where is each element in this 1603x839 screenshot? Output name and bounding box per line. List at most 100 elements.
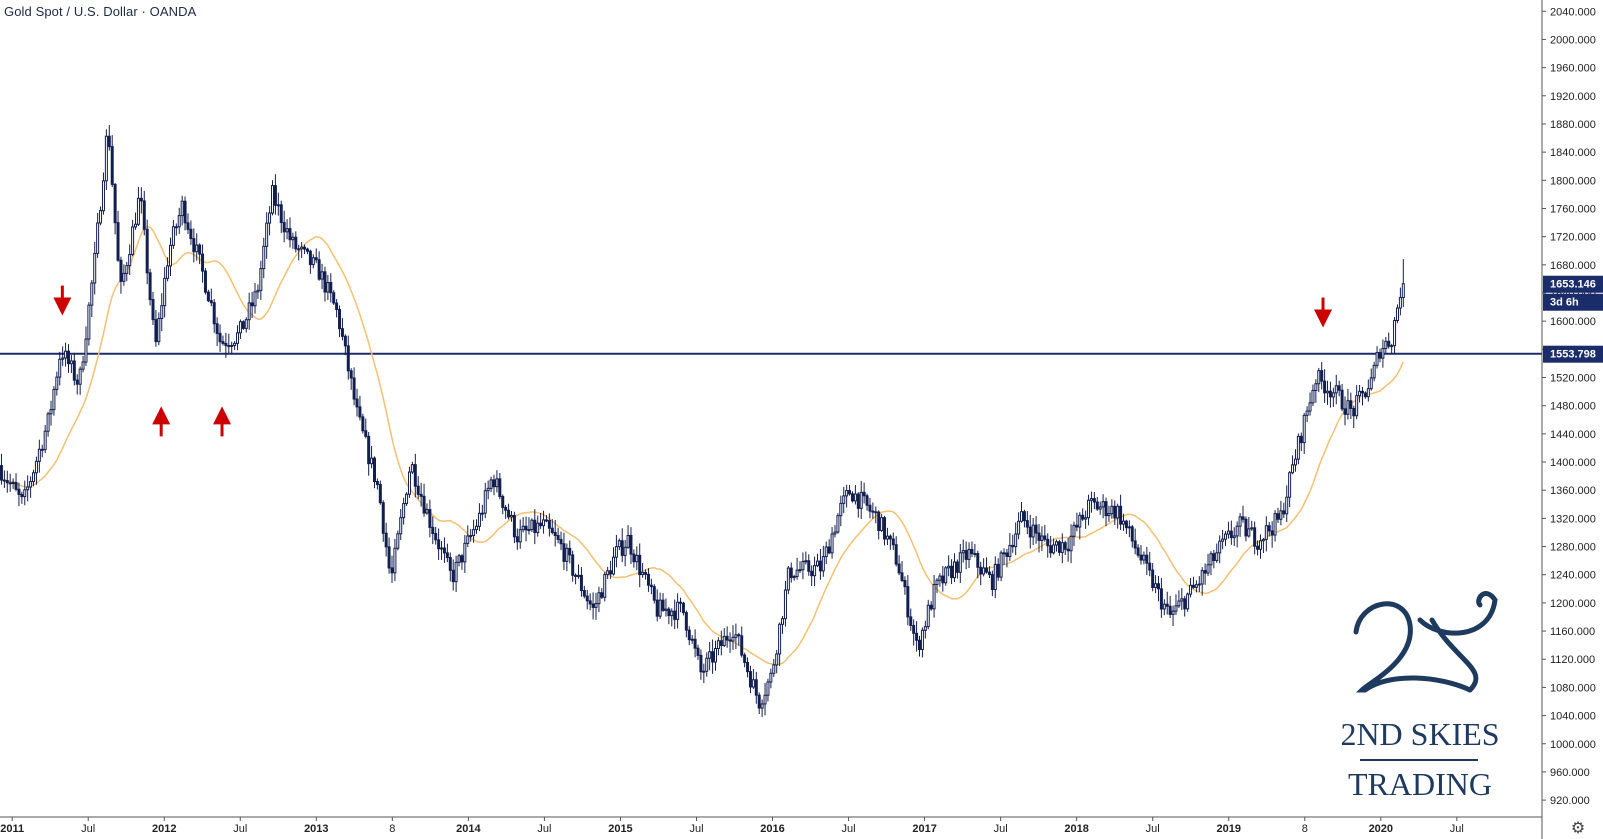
candle-body-up (34, 460, 38, 474)
candle-body-down (848, 490, 852, 495)
y-tick-label: 1360.000 (1550, 485, 1596, 497)
candle (1107, 505, 1111, 522)
candle (1075, 512, 1079, 532)
candle-body-down (227, 345, 231, 348)
candle (1282, 502, 1286, 518)
candle-body-up (291, 236, 295, 241)
candle-body-down (332, 292, 336, 304)
candle-body-down (1133, 540, 1137, 549)
candle (1194, 580, 1198, 593)
candle (1191, 576, 1195, 589)
candle-body-down (1328, 390, 1332, 398)
candle-body-up (1291, 464, 1295, 474)
candle (486, 480, 490, 500)
candle (463, 534, 467, 573)
x-tick-label: Jul (81, 823, 95, 835)
candle (1197, 576, 1201, 592)
candle-body-up (463, 542, 467, 563)
candle (915, 621, 919, 652)
candle (737, 632, 741, 646)
candle-body-down (1095, 501, 1099, 510)
candle-body-down (183, 200, 187, 224)
candle (827, 539, 831, 555)
candle-body-up (1334, 385, 1338, 394)
candle-body-down (1267, 525, 1271, 532)
candle (527, 517, 531, 535)
candle-body-down (600, 592, 604, 598)
candle-body-down (215, 323, 219, 334)
candle (72, 352, 76, 386)
candle-body-down (1349, 400, 1353, 409)
candle (626, 525, 630, 549)
candle-body-down (492, 479, 496, 488)
candle-body-up (760, 703, 764, 709)
candle (134, 212, 138, 230)
candle-body-down (737, 634, 741, 637)
candle (993, 556, 997, 599)
candle-body-down (711, 651, 715, 663)
candle-body-up (1084, 517, 1088, 520)
candle-body-down (221, 341, 225, 344)
candle-body-down (1081, 514, 1085, 520)
gear-icon[interactable]: ⚙ (1570, 818, 1586, 837)
logo-s-stroke (1417, 591, 1498, 693)
candle (1209, 551, 1213, 576)
candle (719, 630, 723, 656)
arrow-head (1314, 309, 1333, 328)
candle-body-down (728, 639, 732, 642)
candle (87, 302, 91, 346)
candle-body-up (1366, 388, 1370, 398)
candle-body-down (667, 608, 671, 617)
candle (308, 249, 312, 274)
candle (69, 355, 73, 374)
candle-body-up (99, 210, 103, 224)
candle (617, 538, 621, 551)
candle-body-up (171, 226, 175, 246)
candle-body-up (29, 481, 33, 488)
candle-body-down (609, 570, 613, 575)
candle (804, 551, 808, 565)
candle-body-up (947, 565, 951, 569)
candle (603, 571, 607, 602)
candle-body-up (87, 304, 91, 340)
candle (1288, 471, 1292, 508)
candle-body-up (1221, 538, 1225, 542)
candle (512, 511, 516, 544)
candle-body-up (1358, 390, 1362, 397)
candle (378, 480, 382, 505)
candle-body-up (1054, 541, 1058, 546)
candle (451, 559, 455, 591)
candle (305, 247, 309, 255)
candle (413, 453, 417, 498)
x-tick-label: 2012 (152, 823, 176, 835)
candle-body-down (524, 525, 528, 531)
candle-body-up (664, 608, 668, 611)
candle-body-up (926, 604, 930, 628)
candle (1221, 529, 1225, 550)
candle (1285, 485, 1289, 522)
candle (1139, 545, 1143, 565)
candle (731, 625, 735, 650)
candle-body-down (1360, 390, 1364, 394)
candle (740, 626, 744, 658)
candle (8, 473, 12, 492)
candle-body-up (944, 567, 948, 584)
candle-body-up (32, 472, 36, 483)
candle-body-up (813, 565, 817, 577)
candle-body-up (1186, 593, 1190, 610)
candle (1398, 287, 1402, 316)
candle (407, 466, 411, 498)
candle (375, 478, 379, 490)
candle (122, 264, 126, 286)
candle-body-up (824, 546, 828, 558)
candle-body-up (1171, 610, 1175, 615)
candle-body-up (96, 222, 100, 254)
candle-body-up (1238, 516, 1242, 527)
candle (198, 243, 202, 265)
candle (276, 192, 280, 216)
candle (676, 593, 680, 629)
candle (323, 266, 327, 302)
candle (667, 606, 671, 625)
candle-body-up (958, 552, 962, 573)
